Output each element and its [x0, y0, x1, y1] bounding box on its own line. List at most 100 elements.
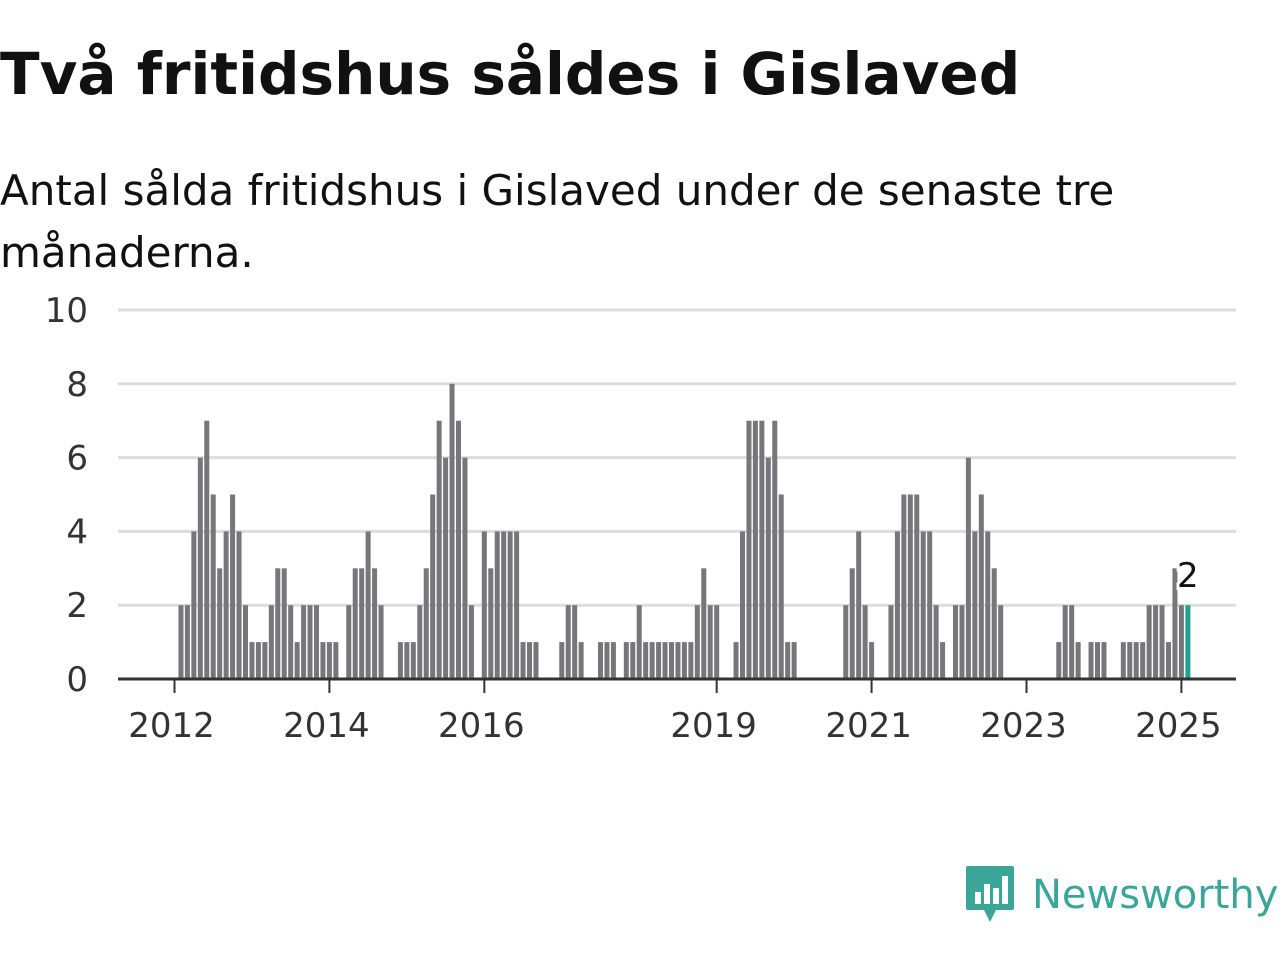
bar	[197, 457, 203, 679]
bar	[275, 568, 281, 679]
bar	[404, 642, 410, 679]
bar	[449, 383, 455, 679]
bar	[920, 531, 926, 679]
bar	[326, 642, 332, 679]
bar	[184, 605, 190, 679]
bar	[791, 642, 797, 679]
bar	[1056, 642, 1062, 679]
bar	[352, 568, 358, 679]
bar	[1159, 605, 1165, 679]
bar	[972, 531, 978, 679]
bar	[178, 605, 184, 679]
bar	[333, 642, 339, 679]
bar	[1120, 642, 1126, 679]
bar	[759, 420, 765, 679]
bar	[462, 457, 468, 679]
bar	[520, 642, 526, 679]
bar	[668, 642, 674, 679]
bar	[623, 642, 629, 679]
bar	[597, 642, 603, 679]
bar	[242, 605, 248, 679]
x-tick-label: 2023	[980, 706, 1067, 746]
bar	[1153, 605, 1159, 679]
bar	[959, 605, 965, 679]
y-tick-label: 10	[45, 291, 88, 331]
bar	[765, 457, 771, 679]
bar	[268, 605, 274, 679]
x-tick-label: 2019	[670, 706, 757, 746]
bar	[998, 605, 1004, 679]
x-tick-label: 2021	[825, 706, 912, 746]
bar	[526, 642, 532, 679]
bar	[1127, 642, 1133, 679]
bar	[849, 568, 855, 679]
bar	[455, 420, 461, 679]
bar	[365, 531, 371, 679]
bar	[714, 605, 720, 679]
bar	[436, 420, 442, 679]
bar	[694, 605, 700, 679]
bar	[417, 605, 423, 679]
bar	[843, 605, 849, 679]
bar	[372, 568, 378, 679]
y-tick-label: 6	[66, 439, 88, 479]
bar	[255, 642, 261, 679]
bar	[572, 605, 578, 679]
bar	[1165, 642, 1171, 679]
bar	[739, 531, 745, 679]
bar	[978, 494, 984, 679]
bar	[559, 642, 565, 679]
bar	[862, 605, 868, 679]
brand-name: Newsworthy	[1032, 872, 1279, 918]
bar	[1088, 642, 1094, 679]
bar	[514, 531, 520, 679]
bar	[488, 568, 494, 679]
bar	[675, 642, 681, 679]
bar	[1140, 642, 1146, 679]
bar	[1178, 605, 1184, 679]
bar	[1172, 568, 1178, 679]
bar	[301, 605, 307, 679]
bar	[210, 494, 216, 679]
bar	[1075, 642, 1081, 679]
bar	[907, 494, 913, 679]
bar	[894, 531, 900, 679]
y-tick-label: 0	[66, 660, 88, 700]
x-tick-label: 2012	[128, 706, 215, 746]
bar	[933, 605, 939, 679]
bar	[481, 531, 487, 679]
bar	[281, 568, 287, 679]
bar	[262, 642, 268, 679]
newsworthy-logo: Newsworthy	[964, 864, 1278, 926]
x-tick-label: 2014	[283, 706, 370, 746]
bar	[733, 642, 739, 679]
newsworthy-logo-icon	[966, 866, 1014, 922]
bar	[656, 642, 662, 679]
bar	[430, 494, 436, 679]
bar	[578, 642, 584, 679]
bar	[707, 605, 713, 679]
bar	[307, 605, 313, 679]
bar	[636, 605, 642, 679]
bar	[643, 642, 649, 679]
bar	[927, 531, 933, 679]
bar	[501, 531, 507, 679]
bar	[204, 420, 210, 679]
bar	[681, 642, 687, 679]
bar	[604, 642, 610, 679]
highlight-value-label: 2	[1177, 556, 1199, 596]
bar	[746, 420, 752, 679]
bar	[468, 605, 474, 679]
chart-subtitle: Antal sålda fritidshus i Gislaved under …	[0, 166, 1115, 277]
bar	[1062, 605, 1068, 679]
y-tick-label: 2	[66, 586, 88, 626]
bar	[249, 642, 255, 679]
bar	[346, 605, 352, 679]
bar	[223, 531, 229, 679]
bar	[320, 642, 326, 679]
bar	[662, 642, 668, 679]
bar	[610, 642, 616, 679]
bar	[888, 605, 894, 679]
bar	[230, 494, 236, 679]
bar	[785, 642, 791, 679]
